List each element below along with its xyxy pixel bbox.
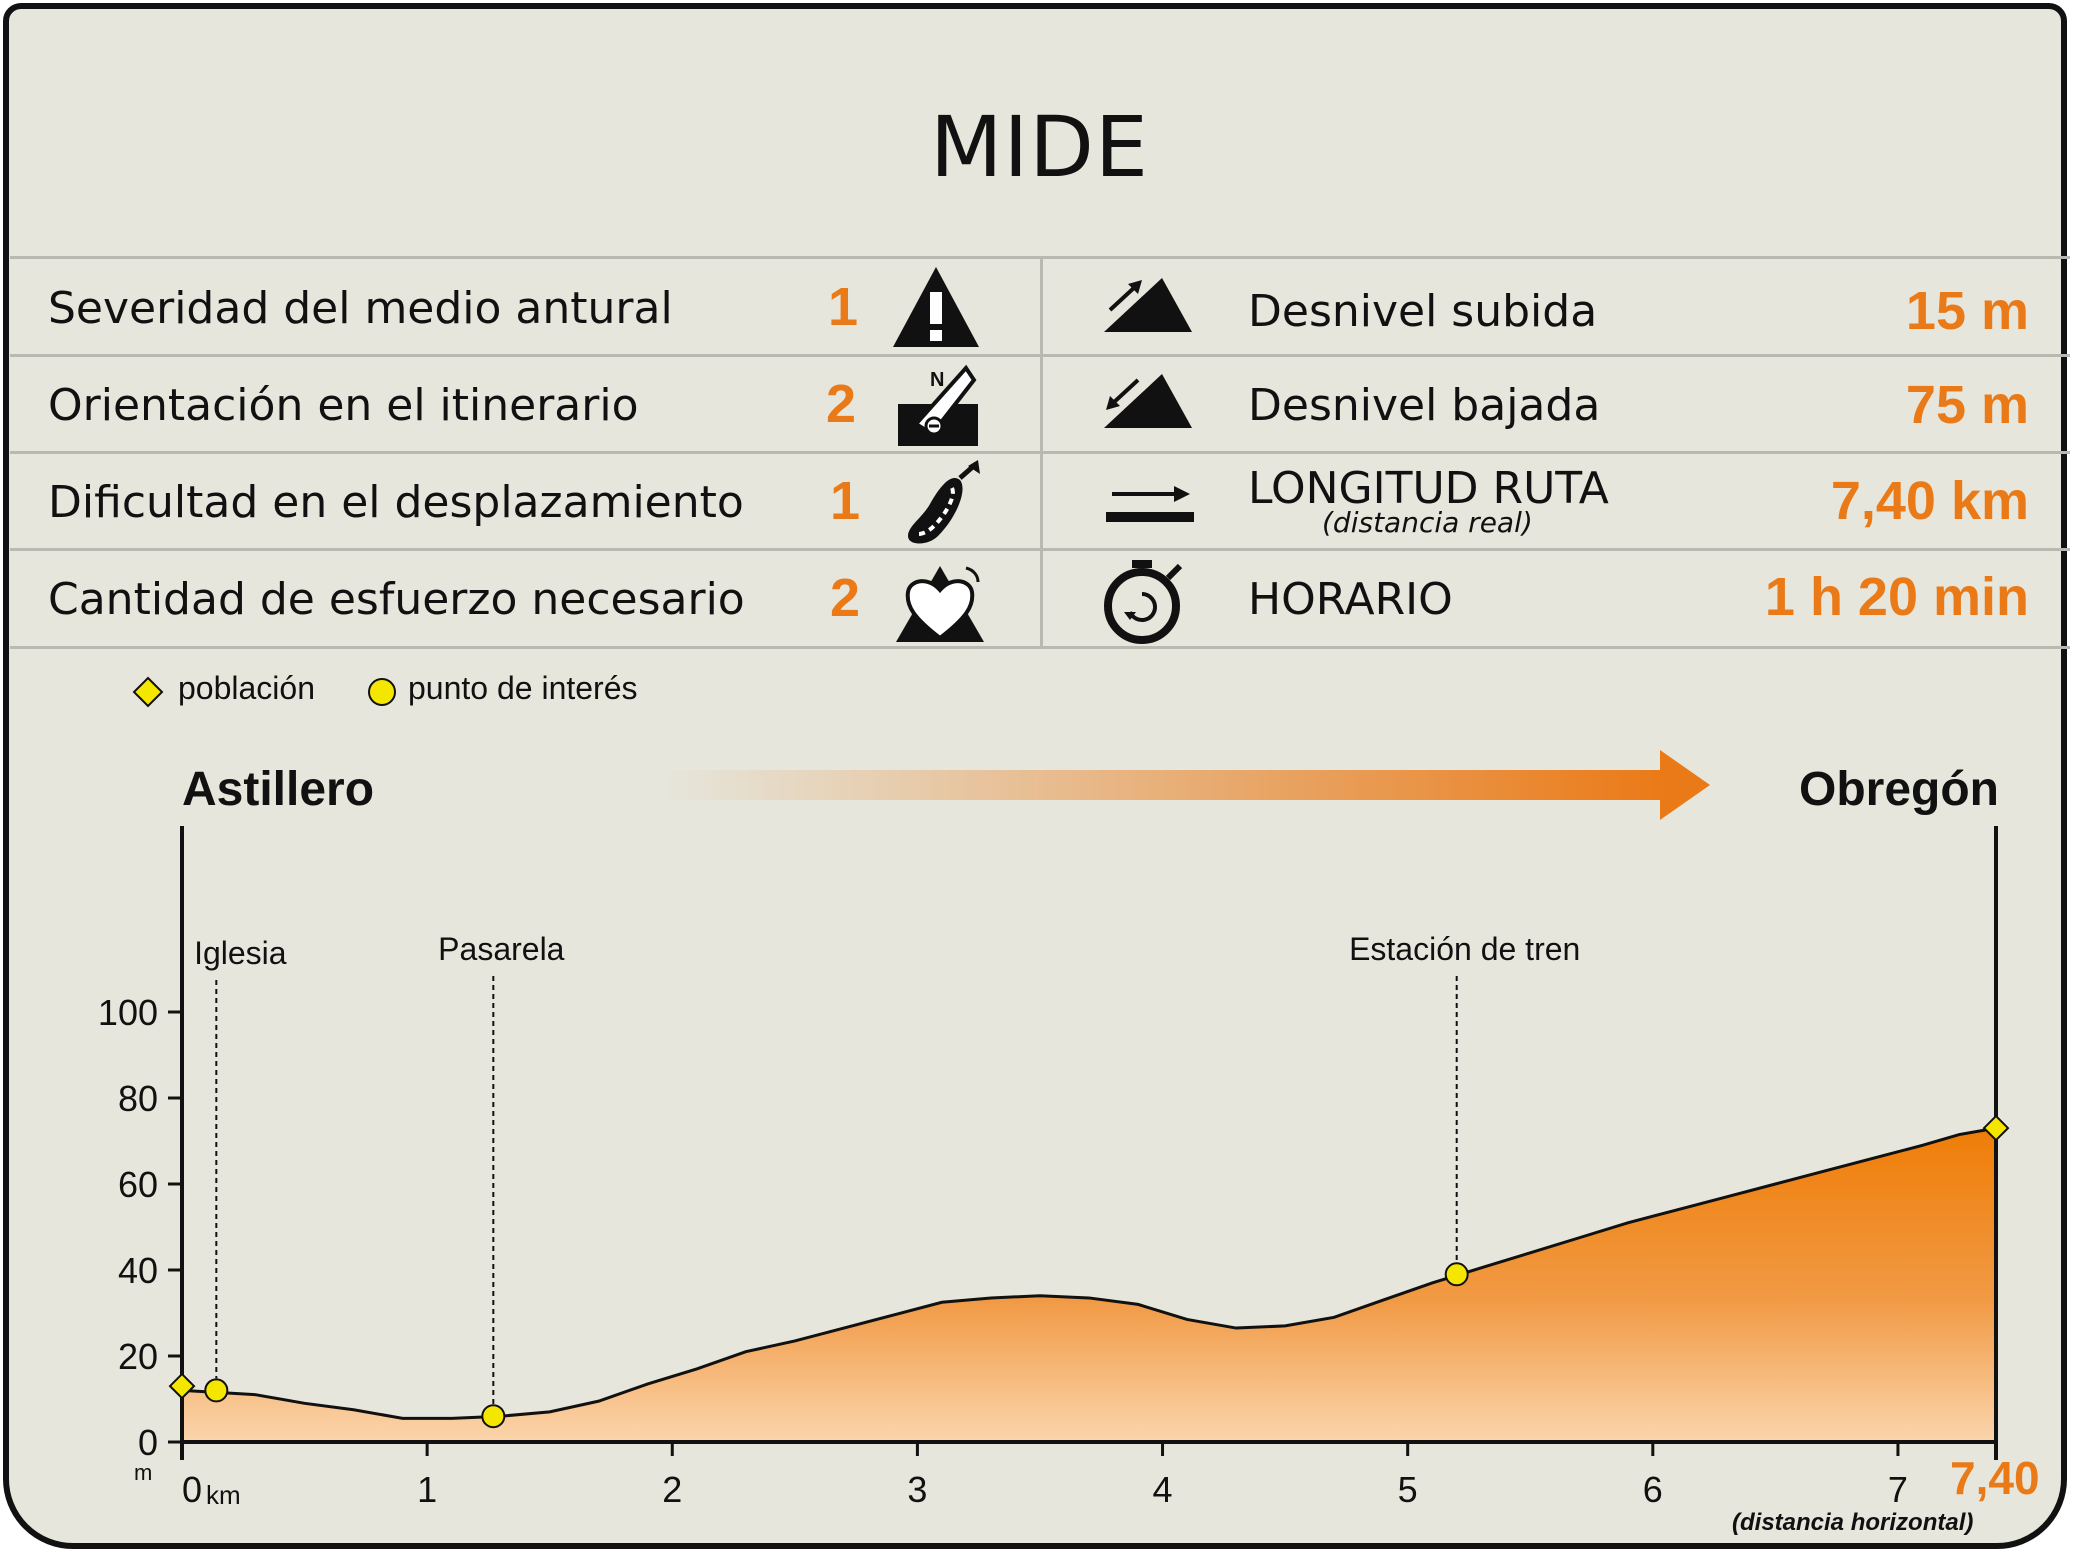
town-diamond-icon bbox=[132, 676, 164, 708]
mide-score-orientation: 2 bbox=[826, 374, 857, 434]
x-tick-label: 1 bbox=[417, 1469, 437, 1510]
descent-slope-icon bbox=[1104, 374, 1192, 428]
start-place-label: Astillero bbox=[182, 763, 375, 816]
svg-text:N: N bbox=[930, 369, 944, 391]
table-column-divider bbox=[1040, 258, 1043, 648]
stat-value-length: 7,40 km bbox=[1830, 471, 2029, 531]
stat-label-ascent: Desnivel subida bbox=[1248, 286, 1598, 337]
ascent-slope-icon bbox=[1104, 278, 1192, 332]
poi-label: Iglesia bbox=[194, 935, 287, 971]
x-tick-label: 3 bbox=[907, 1469, 927, 1510]
poi-label: Pasarela bbox=[438, 931, 565, 967]
y-unit-label: m bbox=[134, 1460, 152, 1485]
stat-label-descent: Desnivel bajada bbox=[1248, 380, 1601, 431]
mide-label-orientation: Orientación en el itinerario bbox=[48, 380, 639, 431]
x-tick-label: 2 bbox=[662, 1469, 682, 1510]
x-tick-label: 6 bbox=[1643, 1469, 1663, 1510]
page-title: MIDE bbox=[929, 98, 1149, 196]
y-tick-label: 80 bbox=[118, 1078, 158, 1119]
stopwatch-icon bbox=[1104, 560, 1183, 644]
profile-area bbox=[182, 1128, 1996, 1442]
legend-poi-label: punto de interés bbox=[408, 670, 638, 706]
mide-score-effort: 2 bbox=[830, 568, 861, 628]
legend-town-label: población bbox=[178, 670, 315, 706]
direction-arrow bbox=[660, 750, 1710, 820]
length-arrow-icon bbox=[1106, 486, 1194, 522]
stat-sublabel-length: (distancia real) bbox=[1322, 506, 1533, 539]
table-divider bbox=[10, 256, 2070, 259]
poi-marker bbox=[1444, 1262, 1469, 1287]
mide-label-difficulty: Dificultad en el desplazamiento bbox=[48, 477, 744, 528]
x-tick-label: 7 bbox=[1888, 1469, 1908, 1510]
x-tick-label: 0 bbox=[182, 1469, 202, 1510]
profile-line bbox=[181, 1126, 1997, 1420]
mide-label-effort: Cantidad de esfuerzo necesario bbox=[48, 574, 745, 625]
town-marker bbox=[1982, 1114, 2010, 1142]
mide-score-difficulty: 1 bbox=[830, 471, 861, 531]
x-axis-title: (distancia horizontal) bbox=[1732, 1509, 1973, 1536]
end-place-label: Obregón bbox=[1799, 763, 1999, 816]
poi-label: Estación de tren bbox=[1349, 931, 1580, 967]
x-tick-label: 4 bbox=[1153, 1469, 1173, 1510]
stat-value-ascent: 15 m bbox=[1905, 281, 2029, 341]
y-tick-label: 40 bbox=[118, 1250, 158, 1291]
y-tick-label: 60 bbox=[118, 1164, 158, 1205]
footprint-icon bbox=[908, 460, 980, 544]
mide-score-severity: 1 bbox=[828, 277, 859, 337]
poi-circle-icon bbox=[368, 678, 396, 706]
x-unit-label: km bbox=[206, 1480, 241, 1510]
town-marker bbox=[168, 1372, 196, 1400]
x-end-label: 7,40 bbox=[1950, 1452, 2040, 1504]
stat-label-time: HORARIO bbox=[1248, 574, 1453, 625]
y-tick-label: 20 bbox=[118, 1336, 158, 1377]
stat-value-time: 1 h 20 min bbox=[1764, 567, 2029, 627]
compass-sign-icon: N bbox=[898, 364, 978, 446]
y-tick-label: 100 bbox=[98, 992, 158, 1033]
x-tick-label: 5 bbox=[1398, 1469, 1418, 1510]
poi-marker bbox=[481, 1404, 506, 1429]
poi-marker bbox=[204, 1378, 229, 1403]
heart-mountain-icon bbox=[896, 566, 984, 642]
y-tick-label: 0 bbox=[138, 1422, 158, 1463]
warning-triangle-icon bbox=[893, 267, 979, 347]
stat-label-length: LONGITUD RUTA bbox=[1248, 463, 1609, 514]
mide-label-severity: Severidad del medio antural bbox=[48, 283, 673, 334]
stat-value-descent: 75 m bbox=[1905, 375, 2029, 435]
